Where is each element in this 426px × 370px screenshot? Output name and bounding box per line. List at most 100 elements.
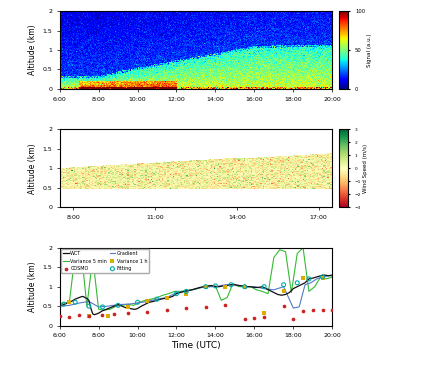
COSMO (319, 307, 326, 313)
Variance 5 min (312, 285, 317, 289)
Gradient (96, 305, 101, 309)
COSMO (290, 316, 297, 322)
COSMO (280, 303, 287, 309)
Fitting (134, 299, 141, 305)
WCT (279, 293, 284, 297)
Variance 1 h (183, 291, 190, 297)
Variance 1 h (222, 284, 229, 290)
Line: WCT: WCT (60, 275, 332, 315)
Gradient (326, 273, 331, 278)
WCT (330, 273, 335, 277)
COSMO (261, 314, 268, 320)
COSMO (56, 313, 63, 319)
Variance 5 min (248, 285, 253, 289)
Gradient (281, 285, 286, 289)
Gradient (203, 285, 208, 289)
Fitting (294, 280, 301, 286)
Variance 5 min (324, 277, 329, 281)
Gradient (242, 285, 247, 289)
Variance 1 h (299, 275, 306, 281)
Variance 5 min (114, 304, 119, 308)
Gradient (145, 299, 150, 304)
Variance 5 min (178, 289, 183, 293)
Fitting (72, 299, 79, 305)
Variance 5 min (125, 302, 130, 306)
Fitting (227, 282, 234, 288)
Variance 5 min (149, 297, 154, 301)
Gradient (223, 283, 228, 287)
Variance 5 min (219, 298, 224, 303)
COSMO (86, 313, 92, 319)
Variance 1 h (241, 284, 248, 290)
COSMO (202, 304, 209, 310)
Legend: WCT, Variance 5 min, COSMO, Gradient, Variance 1 h, Fitting: WCT, Variance 5 min, COSMO, Gradient, Va… (61, 249, 149, 273)
Fitting (202, 284, 209, 290)
Variance 1 h (202, 284, 209, 290)
Gradient (314, 277, 319, 281)
Fitting (261, 284, 268, 290)
WCT (57, 304, 62, 308)
WCT (92, 313, 97, 317)
COSMO (241, 316, 248, 322)
Variance 1 h (86, 313, 92, 319)
Gradient (320, 275, 325, 279)
Gradient (308, 280, 314, 285)
Variance 1 h (261, 310, 268, 316)
Gradient (77, 301, 82, 305)
Variance 5 min (277, 248, 282, 252)
Variance 5 min (131, 303, 136, 307)
COSMO (299, 308, 306, 314)
Line: Gradient: Gradient (60, 276, 332, 308)
Variance 5 min (289, 290, 294, 295)
Gradient (193, 286, 199, 291)
COSMO (329, 307, 336, 313)
Variance 5 min (300, 246, 305, 250)
Variance 5 min (259, 289, 265, 293)
Fitting (183, 288, 190, 294)
COSMO (183, 305, 190, 311)
COSMO (99, 312, 106, 318)
Fitting (154, 296, 161, 302)
Variance 5 min (78, 248, 83, 252)
COSMO (111, 311, 118, 317)
Line: Variance 5 min: Variance 5 min (60, 248, 332, 310)
Gradient (213, 285, 218, 289)
Variance 5 min (61, 301, 66, 305)
COSMO (76, 312, 83, 318)
Y-axis label: Altitude (km): Altitude (km) (28, 261, 37, 312)
Y-axis label: Wind Speed (m/s): Wind Speed (m/s) (363, 144, 368, 193)
COSMO (163, 307, 170, 313)
WCT (104, 307, 109, 312)
Gradient (291, 306, 296, 310)
Gradient (302, 283, 308, 287)
COSMO (66, 314, 73, 320)
Fitting (241, 284, 248, 290)
Variance 5 min (184, 288, 189, 293)
COSMO (144, 309, 151, 315)
Fitting (319, 274, 326, 280)
Variance 5 min (207, 285, 212, 289)
Variance 5 min (160, 293, 165, 297)
Variance 5 min (213, 284, 218, 288)
Variance 5 min (265, 292, 271, 296)
Gradient (330, 273, 335, 278)
Gradient (184, 289, 189, 293)
Variance 5 min (73, 251, 78, 256)
Variance 5 min (230, 281, 236, 286)
Variance 1 h (163, 295, 170, 301)
WCT (78, 295, 83, 299)
Gradient (115, 302, 121, 307)
Gradient (296, 305, 302, 309)
WCT (326, 273, 331, 278)
Variance 5 min (201, 285, 206, 289)
Fitting (280, 282, 287, 288)
COSMO (222, 302, 229, 308)
COSMO (309, 307, 316, 313)
Variance 5 min (271, 255, 276, 260)
Variance 5 min (306, 289, 311, 293)
Gradient (106, 304, 111, 308)
Variance 1 h (66, 299, 73, 305)
Fitting (212, 283, 219, 289)
Variance 5 min (90, 255, 95, 260)
Variance 5 min (295, 251, 300, 256)
